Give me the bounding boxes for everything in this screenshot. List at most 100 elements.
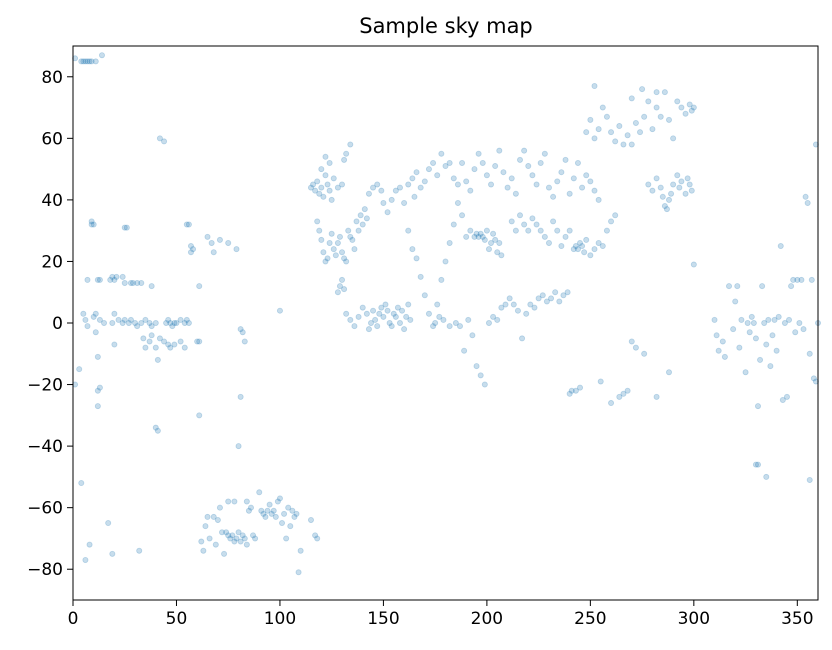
data-point [177, 316, 184, 323]
data-point [196, 338, 203, 345]
data-point [119, 319, 126, 326]
data-point [343, 310, 350, 317]
data-point [678, 178, 685, 185]
data-point [237, 326, 244, 333]
data-point [382, 301, 389, 308]
data-point [264, 507, 271, 514]
data-point [200, 547, 207, 554]
data-point [506, 295, 513, 302]
data-point [790, 276, 797, 283]
data-point [469, 332, 476, 339]
data-point [384, 307, 391, 314]
data-point [380, 313, 387, 320]
data-point [187, 249, 194, 256]
data-point [612, 212, 619, 219]
data-point [334, 289, 341, 296]
data-point [411, 193, 418, 200]
data-point [624, 387, 631, 394]
data-point [214, 516, 221, 523]
data-point [196, 412, 203, 419]
data-point [307, 516, 314, 523]
data-point [566, 390, 573, 397]
data-point [109, 319, 116, 326]
data-point [788, 283, 795, 290]
data-point [616, 393, 623, 400]
data-point [318, 236, 325, 243]
data-point [661, 89, 668, 96]
data-point [620, 141, 627, 148]
data-point [668, 190, 675, 197]
data-point [496, 239, 503, 246]
data-point [587, 178, 594, 185]
data-point [475, 150, 482, 157]
data-point [84, 323, 91, 330]
data-point [471, 233, 478, 240]
data-point [608, 218, 615, 225]
data-point [127, 279, 134, 286]
data-point [115, 316, 122, 323]
data-point [417, 184, 424, 191]
data-point [121, 279, 128, 286]
data-point [508, 175, 515, 182]
data-point [603, 227, 610, 234]
data-point [659, 193, 666, 200]
data-point [396, 319, 403, 326]
data-point [577, 384, 584, 391]
data-point [440, 316, 447, 323]
data-point [127, 316, 134, 323]
data-point [508, 218, 515, 225]
data-point [92, 329, 99, 336]
data-point [574, 159, 581, 166]
data-point [653, 393, 660, 400]
data-point [322, 153, 329, 160]
data-point [539, 292, 546, 299]
scatter-points [72, 52, 822, 576]
data-point [167, 344, 174, 351]
data-point [94, 276, 101, 283]
data-point [328, 230, 335, 237]
data-point [645, 98, 652, 105]
data-point [293, 510, 300, 517]
data-point [82, 556, 89, 563]
data-point [310, 181, 317, 188]
data-point [771, 316, 778, 323]
data-point [316, 190, 323, 197]
data-point [185, 221, 192, 228]
data-point [688, 187, 695, 194]
data-point [341, 156, 348, 163]
data-point [587, 116, 594, 123]
data-point [591, 246, 598, 253]
data-point [239, 329, 246, 336]
data-point [146, 319, 153, 326]
data-point [78, 480, 85, 487]
data-point [210, 249, 217, 256]
data-point [167, 319, 174, 326]
data-point [291, 513, 298, 520]
data-point [121, 316, 128, 323]
data-point [595, 196, 602, 203]
data-point [221, 550, 228, 557]
data-point [752, 335, 759, 342]
data-point [372, 316, 379, 323]
data-point [109, 550, 116, 557]
data-point [374, 181, 381, 188]
x-tick-label: 50 [166, 609, 188, 629]
data-point [496, 147, 503, 154]
data-point [130, 279, 137, 286]
data-point [670, 135, 677, 142]
data-point [773, 347, 780, 354]
data-point [639, 86, 646, 93]
data-point [134, 279, 141, 286]
data-point [434, 301, 441, 308]
data-point [583, 129, 590, 136]
data-point [276, 495, 283, 502]
data-point [529, 215, 536, 222]
data-point [649, 126, 656, 133]
data-point [190, 246, 197, 253]
data-point [734, 283, 741, 290]
data-point [810, 375, 817, 382]
data-point [579, 243, 586, 250]
data-point [666, 196, 673, 203]
y-tick-label: −80 [27, 560, 63, 580]
x-tick-label: 250 [574, 609, 606, 629]
